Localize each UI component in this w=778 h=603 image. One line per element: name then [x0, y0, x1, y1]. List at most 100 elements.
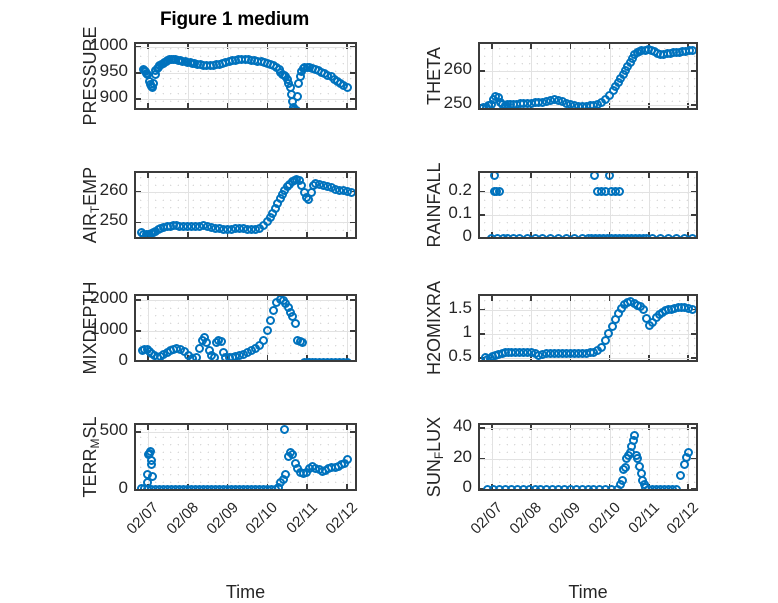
matlab-figure: Figure 1 medium 900 950 1000 PRESSURE 250 260… [80, 9, 702, 602]
x-tick-label: 02/07 [123, 499, 162, 538]
data-point [147, 459, 157, 469]
y-tick [350, 98, 355, 100]
grid-line-vertical [147, 296, 149, 360]
grid-line-vertical [570, 425, 572, 489]
data-point [671, 484, 681, 489]
x-tick [648, 296, 650, 301]
y-tick-label: 1 [462, 321, 472, 341]
data-point [343, 455, 353, 465]
x-tick [306, 484, 309, 489]
y-tick-label: 1000 [90, 318, 128, 338]
y-axis-label: THETA [424, 47, 444, 105]
x-tick [346, 296, 348, 301]
x-tick [186, 296, 189, 301]
x-tick-label: 02/09 [545, 499, 585, 538]
grid-line-vertical [227, 173, 229, 237]
data-point [342, 83, 352, 93]
data-point [209, 353, 219, 360]
y-tick-label: 0 [118, 350, 128, 370]
plot-panel-sunflux [478, 423, 698, 491]
y-tick [691, 427, 696, 429]
data-point [279, 425, 289, 435]
data-point [346, 187, 355, 197]
grid-line-vertical [531, 296, 533, 360]
y-tick [480, 70, 485, 72]
grid-line-vertical [531, 173, 533, 237]
y-tick-label: 250 [443, 93, 472, 113]
x-tick [346, 484, 348, 489]
grid-line-horizontal [480, 71, 696, 73]
grid-line-horizontal [136, 490, 355, 491]
grid-line-horizontal [480, 428, 696, 430]
data-point [290, 318, 300, 328]
data-point [216, 337, 226, 347]
axes-box [478, 171, 698, 239]
data-point [145, 447, 155, 456]
y-tick-label: 0.5 [448, 346, 472, 366]
x-tick [490, 44, 493, 49]
y-tick [136, 361, 141, 362]
x-tick [226, 425, 229, 430]
x-tick [569, 296, 572, 301]
grid-line-vertical [227, 425, 229, 489]
grid-line-horizontal [480, 358, 696, 360]
data-point [149, 78, 159, 88]
data-point [687, 233, 696, 237]
data-point [630, 431, 640, 441]
plot-panel-rainfall [478, 171, 698, 239]
grid-line-vertical [307, 425, 309, 489]
x-tick [530, 232, 532, 237]
figure-title: Figure 1 medium [160, 9, 310, 30]
x-tick [306, 355, 309, 360]
grid-line-horizontal [136, 98, 355, 100]
y-tick [691, 457, 696, 460]
x-tick [306, 173, 309, 178]
grid-line-horizontal [480, 191, 696, 193]
grid-line-vertical [307, 44, 309, 108]
x-axis-label: Time [225, 582, 266, 602]
y-axis-label: AIRTEMP [80, 166, 102, 244]
grid-line-vertical [227, 44, 229, 108]
plot-panel-mixdepth [134, 294, 357, 362]
grid-line-vertical [609, 44, 611, 108]
x-tick-label: 02/12 [322, 499, 362, 538]
x-tick [346, 355, 348, 360]
grid-line-horizontal [480, 309, 696, 311]
y-tick [480, 457, 485, 460]
data-point [495, 187, 505, 197]
x-tick [687, 425, 689, 430]
y-tick [136, 221, 141, 224]
grid-line-vertical [609, 425, 611, 489]
grid-line-vertical [570, 296, 572, 360]
y-tick [136, 298, 141, 301]
y-tick [691, 190, 696, 193]
grid-line-horizontal [136, 222, 355, 224]
x-tick [530, 173, 532, 178]
x-tick [306, 425, 309, 430]
grid-line-vertical [609, 173, 611, 237]
x-tick [186, 232, 189, 237]
grid-line-vertical [688, 44, 690, 108]
x-tick-label: 02/10 [242, 499, 282, 538]
y-tick [350, 221, 355, 224]
data-point [342, 357, 352, 360]
plot-panel-pressure [134, 42, 357, 110]
grid-line-vertical [491, 173, 493, 237]
grid-line-vertical [688, 296, 690, 360]
x-tick [306, 44, 309, 49]
y-tick-label: 900 [99, 86, 128, 106]
data-point [266, 315, 276, 325]
plot-panel-airtemp [134, 171, 357, 239]
grid-line-vertical [491, 425, 493, 489]
grid-line-horizontal [136, 330, 355, 332]
data-point [490, 173, 500, 180]
y-tick [350, 488, 355, 489]
x-tick [346, 44, 348, 49]
x-tick [687, 173, 689, 178]
x-tick [266, 425, 269, 430]
x-tick [608, 355, 611, 360]
x-tick [306, 103, 309, 108]
y-tick [136, 190, 141, 193]
x-tick [147, 355, 149, 360]
y-tick [350, 330, 355, 332]
